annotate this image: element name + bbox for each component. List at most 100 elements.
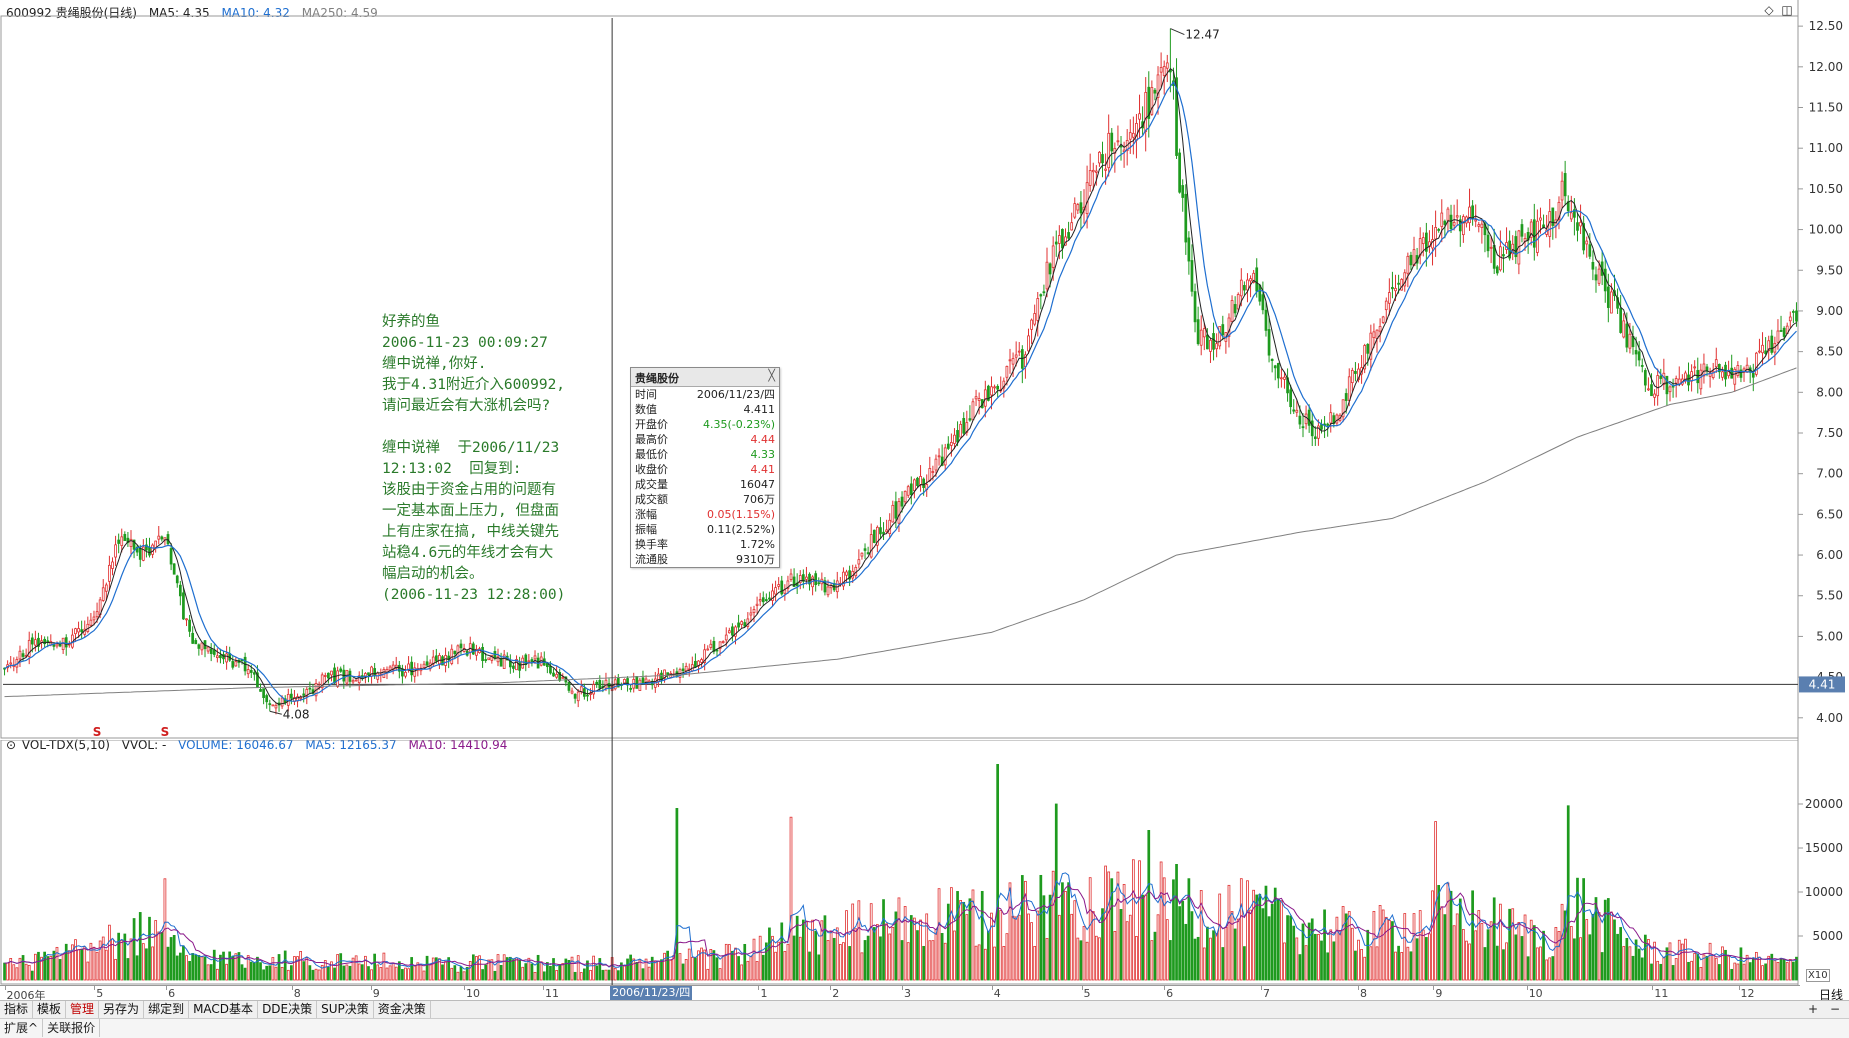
month-label: 8: [293, 987, 301, 1000]
candle-body: [990, 386, 993, 396]
volume-bar: [795, 915, 799, 981]
info-box-title[interactable]: 贵绳股份 ╳: [631, 368, 779, 387]
info-value: 0.05(1.15%): [706, 508, 775, 521]
volume-bar: [999, 910, 1003, 981]
volume-bar: [1221, 947, 1225, 981]
tab-item[interactable]: MACD基本: [189, 1001, 259, 1018]
volume-bar: [931, 940, 935, 981]
tab-item[interactable]: SUP决策: [317, 1001, 374, 1018]
y-tick-label: 7.50: [1816, 426, 1843, 440]
candle-body: [1647, 388, 1650, 391]
volume-bar: [145, 948, 148, 981]
volume-bar: [219, 954, 222, 981]
volume-header: ⊙ VOL-TDX(5,10) VVOL: - VOLUME: 16046.67…: [6, 738, 515, 752]
candle-body: [1079, 202, 1083, 214]
volume-bar: [311, 969, 315, 981]
candle-body: [1011, 358, 1015, 365]
candle-body: [1616, 297, 1619, 309]
volume-bar: [1326, 952, 1330, 981]
volume-bar: [342, 965, 346, 981]
volume-bar: [71, 944, 74, 981]
candle-body: [108, 564, 111, 582]
candle-body: [1474, 219, 1478, 222]
zoom-out-button[interactable]: −: [1830, 1002, 1841, 1016]
volume-bar: [1551, 956, 1555, 981]
volume-bar: [845, 910, 848, 981]
time-axis[interactable]: 2006年 5 6 8 9 10 11 1 2 3 4 5 6 7 8 9 10 11 12: [0, 985, 1800, 1002]
candle-body: [1434, 227, 1437, 240]
volume-bar: [1684, 938, 1687, 981]
period-label[interactable]: 日线: [1818, 988, 1843, 1002]
annotation-line: (2006-11-23 12:28:00): [382, 587, 566, 603]
volume-bar: [1307, 922, 1311, 981]
candle-body: [438, 654, 441, 665]
candle-body: [92, 616, 96, 621]
month-label: 5: [96, 987, 104, 1000]
diamond-icon[interactable]: ◇: [1764, 3, 1774, 17]
volume-panel[interactable]: ⊙ VOL-TDX(5,10) VVOL: - VOLUME: 16046.67…: [0, 738, 1849, 985]
volume-scale-label: X10: [1806, 969, 1830, 982]
vol-indicator-name[interactable]: VOL-TDX(5,10): [21, 738, 110, 752]
candle-body: [1711, 370, 1715, 379]
zoom-in-button[interactable]: +: [1808, 1002, 1819, 1016]
volume-bar: [1002, 946, 1006, 981]
tab-item[interactable]: 另存为: [99, 1001, 145, 1018]
status-item[interactable]: 关联报价: [43, 1019, 101, 1037]
volume-bar: [1280, 900, 1283, 981]
volume-bar: [1384, 916, 1388, 981]
volume-bar: [148, 916, 151, 981]
quote-info-box[interactable]: 贵绳股份 ╳ 时间 2006/11/23/四 数值 4.411 开盘价 4.35(-0.2…: [630, 367, 780, 568]
volume-bar: [567, 959, 571, 981]
candle-body: [518, 662, 521, 671]
volume-bar: [194, 954, 198, 981]
tab-item[interactable]: 资金决策: [374, 1001, 431, 1018]
volume-bar: [872, 927, 876, 981]
candle-body: [37, 637, 40, 647]
month-tick: [370, 986, 372, 990]
volume-bar: [1107, 871, 1111, 981]
volume-bar: [450, 967, 454, 981]
candle-body: [280, 697, 284, 707]
tab-item[interactable]: 绑定到: [144, 1001, 190, 1018]
tab-item[interactable]: DDE决策: [258, 1001, 318, 1018]
candle-body: [1073, 203, 1077, 218]
tab-item[interactable]: 管理: [66, 1001, 100, 1018]
price-panel[interactable]: 600992 贵绳股份(日线) MA5: 4.35 MA10: 4.32 MA2…: [0, 0, 1849, 740]
volume-bar: [410, 957, 414, 981]
volume-bar: [616, 970, 620, 981]
annotation-text: 好养的鱼 2006-11-23 00:09:27 缠中说禅,你好. 我于4.31附近介…: [382, 312, 612, 606]
candle-body: [826, 586, 830, 596]
candle-body: [946, 443, 950, 449]
candle-body: [1169, 69, 1172, 73]
volume-bar: [1640, 957, 1644, 981]
candle-body: [104, 584, 108, 592]
volume-bar: [277, 954, 281, 981]
tab-item[interactable]: 模板: [33, 1001, 67, 1018]
volume-bar: [894, 911, 898, 981]
panel-toggle-icon[interactable]: ◫: [1781, 3, 1793, 17]
volume-bar: [1224, 927, 1228, 981]
volume-bar: [922, 945, 925, 981]
close-icon[interactable]: ╳: [768, 369, 775, 382]
candle-body: [1153, 89, 1157, 94]
candle-body: [259, 689, 262, 692]
volume-bar: [1591, 913, 1595, 981]
candle-body: [1193, 291, 1197, 323]
volume-bar: [40, 956, 43, 981]
volume-bar: [882, 899, 885, 981]
tab-item[interactable]: 指标: [0, 1001, 34, 1018]
candle-body: [934, 458, 938, 471]
y-tick-label: 9.50: [1816, 263, 1843, 277]
vol-indicator-icon[interactable]: ⊙: [6, 738, 17, 752]
candle-body: [900, 496, 904, 507]
candle-body: [1280, 377, 1283, 380]
month-label: 1: [760, 987, 768, 1000]
volume-bar: [1696, 953, 1700, 981]
volume-bar: [1323, 909, 1326, 981]
volume-bar: [447, 957, 451, 981]
volume-bar: [228, 951, 232, 981]
volume-bar: [1236, 918, 1240, 981]
status-item[interactable]: 扩展^: [0, 1019, 44, 1037]
volume-bar: [200, 956, 204, 981]
candle-body: [58, 643, 62, 647]
